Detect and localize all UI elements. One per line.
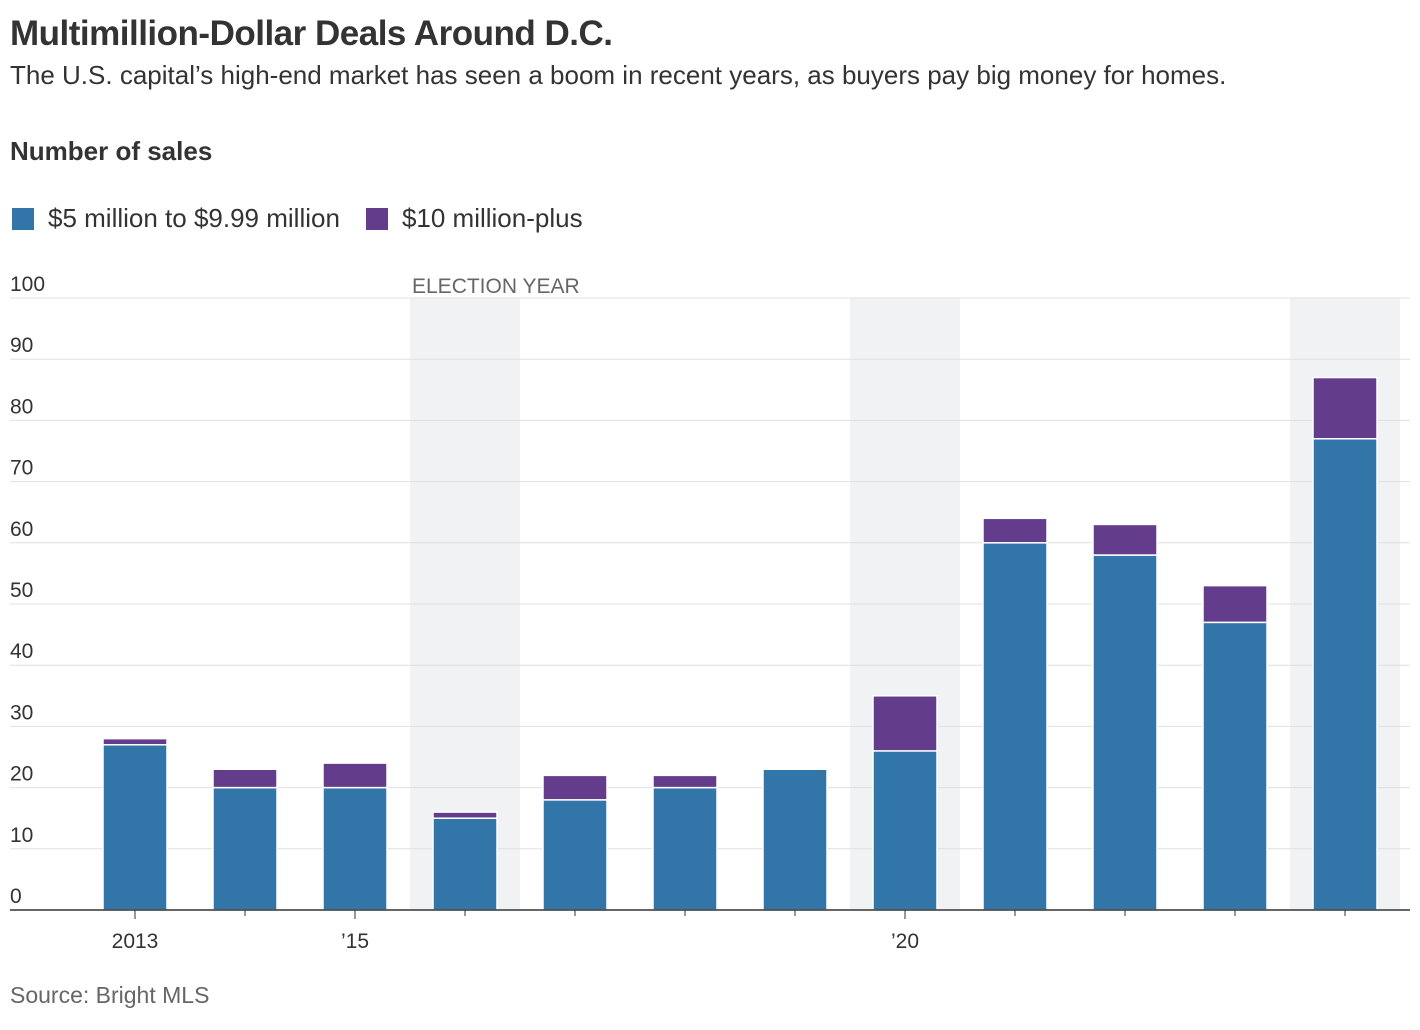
y-tick-label-40: 40: [10, 640, 33, 663]
y-tick-label-30: 30: [10, 701, 33, 724]
stacked-bar-chart: ELECTION YEAR 0 10 20 30 40 50 60 70 80 90 100 2013 ’…: [10, 273, 1410, 953]
bar-2018-series-1: [652, 774, 718, 789]
bar-2013-series-1: [102, 737, 168, 746]
source-note: Source: Bright MLS: [10, 982, 210, 1008]
legend-swatch-low: [12, 207, 34, 230]
y-tick-label-90: 90: [10, 334, 33, 357]
bar-2017-series-0: [542, 799, 608, 911]
y-axis-label: Number of sales: [10, 136, 213, 166]
y-tick-label-70: 70: [10, 457, 33, 480]
y-tick-label-10: 10: [10, 824, 33, 847]
chart-title: Multimillion-Dollar Deals Around D.C.: [10, 14, 613, 53]
bar-2019-series-0: [762, 768, 828, 911]
x-tick-label-2020: ’20: [891, 930, 919, 953]
legend-item-high: $10 million-plus: [365, 203, 583, 234]
bar-2021-series-0: [982, 542, 1048, 911]
legend: $5 million to $9.99 million $10 million-…: [12, 203, 609, 234]
y-tick-label-100: 100: [10, 273, 45, 296]
y-tick-label-50: 50: [10, 579, 33, 602]
bar-2020-series-0: [872, 750, 938, 911]
bar-2022-series-1: [1092, 523, 1158, 556]
bar-2024-series-0: [1312, 438, 1378, 911]
chart-subtitle: The U.S. capital’s high-end market has s…: [10, 60, 1227, 90]
y-tick-label-60: 60: [10, 518, 33, 541]
legend-label-high: $10 million-plus: [401, 203, 583, 233]
x-tick-label-2015: ’15: [341, 930, 369, 953]
bar-2024-series-1: [1312, 376, 1378, 440]
bar-2021-series-1: [982, 517, 1048, 544]
bar-2020-series-1: [872, 695, 938, 752]
legend-label-low: $5 million to $9.99 million: [48, 203, 340, 233]
bar-2023-series-0: [1202, 621, 1268, 911]
y-tick-label-0: 0: [10, 885, 22, 908]
bar-2022-series-0: [1092, 554, 1158, 911]
bar-2014-series-0: [212, 786, 278, 911]
bar-2023-series-1: [1202, 584, 1268, 624]
band-annotation-2016: ELECTION YEAR: [412, 275, 580, 298]
bar-2014-series-1: [212, 768, 278, 789]
bar-2016-series-1: [432, 811, 498, 819]
bar-2013-series-0: [102, 744, 168, 911]
bar-2016-series-0: [432, 817, 498, 911]
bar-2015-series-0: [322, 786, 388, 911]
bar-2015-series-1: [322, 762, 388, 789]
bar-2017-series-1: [542, 774, 608, 801]
bar-2018-series-0: [652, 786, 718, 911]
y-tick-label-80: 80: [10, 395, 33, 418]
legend-item-low: $5 million to $9.99 million: [12, 203, 340, 234]
y-tick-label-20: 20: [10, 763, 33, 786]
legend-swatch-high: [365, 207, 388, 230]
x-tick-label-2013: 2013: [112, 930, 159, 953]
